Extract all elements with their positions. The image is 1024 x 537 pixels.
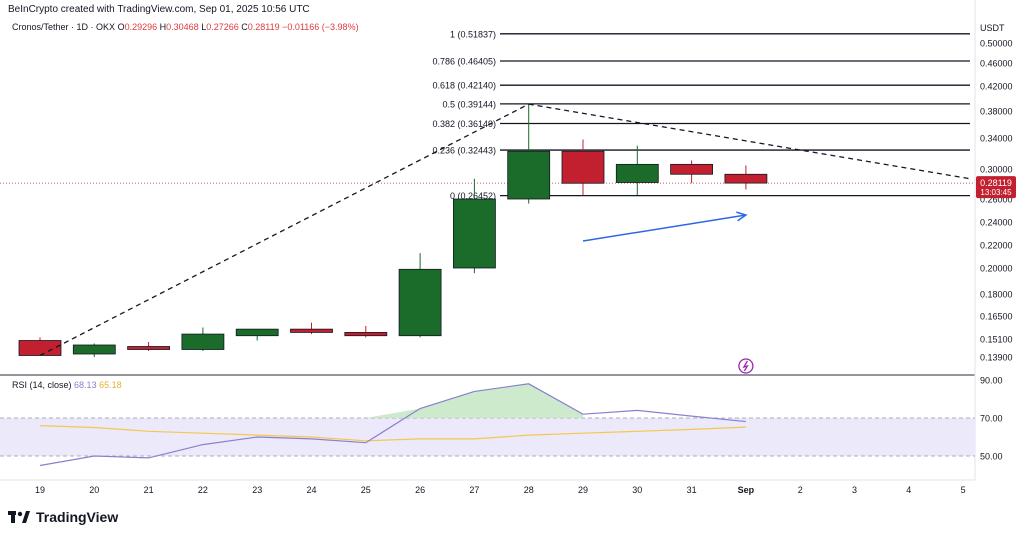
rsi-value: 68.13 xyxy=(74,380,97,390)
grid xyxy=(0,0,976,481)
time-tick-label: 4 xyxy=(906,485,911,495)
lightning-icon xyxy=(742,360,749,372)
rsi-legend: RSI (14, close) 68.13 65.18 xyxy=(12,380,122,390)
price-higher-low-arrow xyxy=(582,211,748,242)
arrow-head xyxy=(736,211,748,222)
candle-body xyxy=(507,150,551,200)
time-tick-label: 23 xyxy=(252,485,262,495)
time-tick-label: 25 xyxy=(361,485,371,495)
close-value: 0.28119 xyxy=(247,22,280,32)
currency-label: USDT xyxy=(980,23,1005,33)
fib-level-label: 0.382 (0.36149) xyxy=(432,119,496,129)
fibonacci-retracement: 1 (0.51837) 0.786 (0.46405) 0.618 (0.42140… xyxy=(432,29,970,201)
axes: USDT 0.50000 0.46000 0.42000 0.38000 0.34000 0… xyxy=(35,23,1016,495)
countdown-label: 13:03:45 xyxy=(980,188,1012,197)
price-tick-label: 0.26000 xyxy=(980,195,1013,205)
fib-level-label: 0 (0.26452) xyxy=(450,191,496,201)
last-price-badge xyxy=(976,176,1016,199)
arrow-shaft xyxy=(582,214,747,242)
time-tick-label: 24 xyxy=(306,485,316,495)
event-icon xyxy=(738,358,754,374)
open-value: 0.29296 xyxy=(124,22,158,32)
time-tick-label: 2 xyxy=(798,485,803,495)
candles xyxy=(18,104,768,357)
high-value: 0.30468 xyxy=(166,22,199,32)
price-tick-label: 0.42000 xyxy=(980,82,1013,92)
time-tick-label: 31 xyxy=(687,485,697,495)
price-tick-label: 0.22000 xyxy=(980,241,1013,251)
fib-level-label: 0.5 (0.39144) xyxy=(442,99,496,109)
tradingview-logo-icon xyxy=(8,511,30,523)
time-tick-label: 20 xyxy=(89,485,99,495)
rsi-tick-label: 70.00 xyxy=(980,414,1003,424)
high-label: H xyxy=(159,22,167,32)
time-tick-label: 3 xyxy=(852,485,857,495)
rsi-band-fill xyxy=(0,418,975,456)
price-tick-label: 0.16500 xyxy=(980,312,1013,322)
symbol-legend: Cronos/Tether · 1D · OKX O0.29296 H0.304… xyxy=(12,22,359,32)
rsi-tick-label: 50.00 xyxy=(980,452,1003,462)
time-tick-label: Sep xyxy=(738,485,755,495)
candle-body xyxy=(344,332,388,337)
candle-body xyxy=(290,328,333,333)
fib-level-label: 0.618 (0.42140) xyxy=(432,81,496,91)
attribution-header: BeInCrypto created with TradingView.com,… xyxy=(8,4,310,15)
candle-body xyxy=(235,328,279,337)
fib-level-label: 0.236 (0.32443) xyxy=(432,146,496,156)
price-tick-label: 0.20000 xyxy=(980,264,1013,274)
rsi-tick-label: 90.00 xyxy=(980,376,1003,386)
candle-body xyxy=(561,150,605,184)
candle-body xyxy=(72,344,116,355)
candle-body xyxy=(615,163,659,183)
candle-body xyxy=(398,268,442,337)
price-tick-label: 0.34000 xyxy=(980,134,1013,144)
candle-body xyxy=(127,346,170,350)
rsi-pane xyxy=(0,383,975,467)
low-label: L xyxy=(201,22,207,32)
price-tick-label: 0.24000 xyxy=(980,218,1013,228)
rsi-label: RSI (14, close) xyxy=(12,380,72,390)
price-tick-label: 0.50000 xyxy=(980,39,1013,49)
close-label: C xyxy=(241,22,248,32)
candle-body xyxy=(18,340,62,356)
brand-name: TradingView xyxy=(36,509,119,525)
price-tick-label: 0.18000 xyxy=(980,290,1013,300)
change-value: −0.01166 (−3.98%) xyxy=(282,22,359,32)
candle-body xyxy=(181,333,225,350)
last-price-label: 0.28119 xyxy=(980,178,1012,188)
candle-body xyxy=(452,198,496,269)
time-tick-label: 27 xyxy=(469,485,479,495)
price-tick-label: 0.15100 xyxy=(980,335,1013,345)
time-tick-label: 28 xyxy=(524,485,534,495)
price-tick-label: 0.46000 xyxy=(980,59,1013,69)
fib-level-label: 0.786 (0.46405) xyxy=(432,56,496,66)
open-label: O xyxy=(117,22,125,32)
candle-body xyxy=(670,163,713,175)
symbol-name: Cronos/Tether · 1D · OKX xyxy=(12,22,116,32)
time-tick-label: 5 xyxy=(961,485,966,495)
time-tick-label: 22 xyxy=(198,485,208,495)
low-value: 0.27266 xyxy=(206,22,239,32)
time-tick-label: 26 xyxy=(415,485,425,495)
event-icon-ring xyxy=(738,358,754,374)
tradingview-logo: TradingView xyxy=(8,509,118,525)
rsi-ma-value: 65.18 xyxy=(99,380,122,390)
rsi-line xyxy=(39,383,746,467)
price-tick-label: 0.30000 xyxy=(980,165,1013,175)
rsi-overbought-fill xyxy=(365,383,583,418)
time-tick-label: 21 xyxy=(144,485,154,495)
rsi-ma-line xyxy=(39,425,746,442)
time-tick-label: 29 xyxy=(578,485,588,495)
time-tick-label: 30 xyxy=(632,485,642,495)
rally-trend-line xyxy=(39,103,529,357)
fib-level-label: 1 (0.51837) xyxy=(450,29,496,39)
price-tick-label: 0.38000 xyxy=(980,107,1013,117)
time-tick-label: 19 xyxy=(35,485,45,495)
candle-body xyxy=(724,173,768,184)
price-tick-label: 0.13900 xyxy=(980,353,1013,363)
descending-trend-line xyxy=(528,103,971,180)
